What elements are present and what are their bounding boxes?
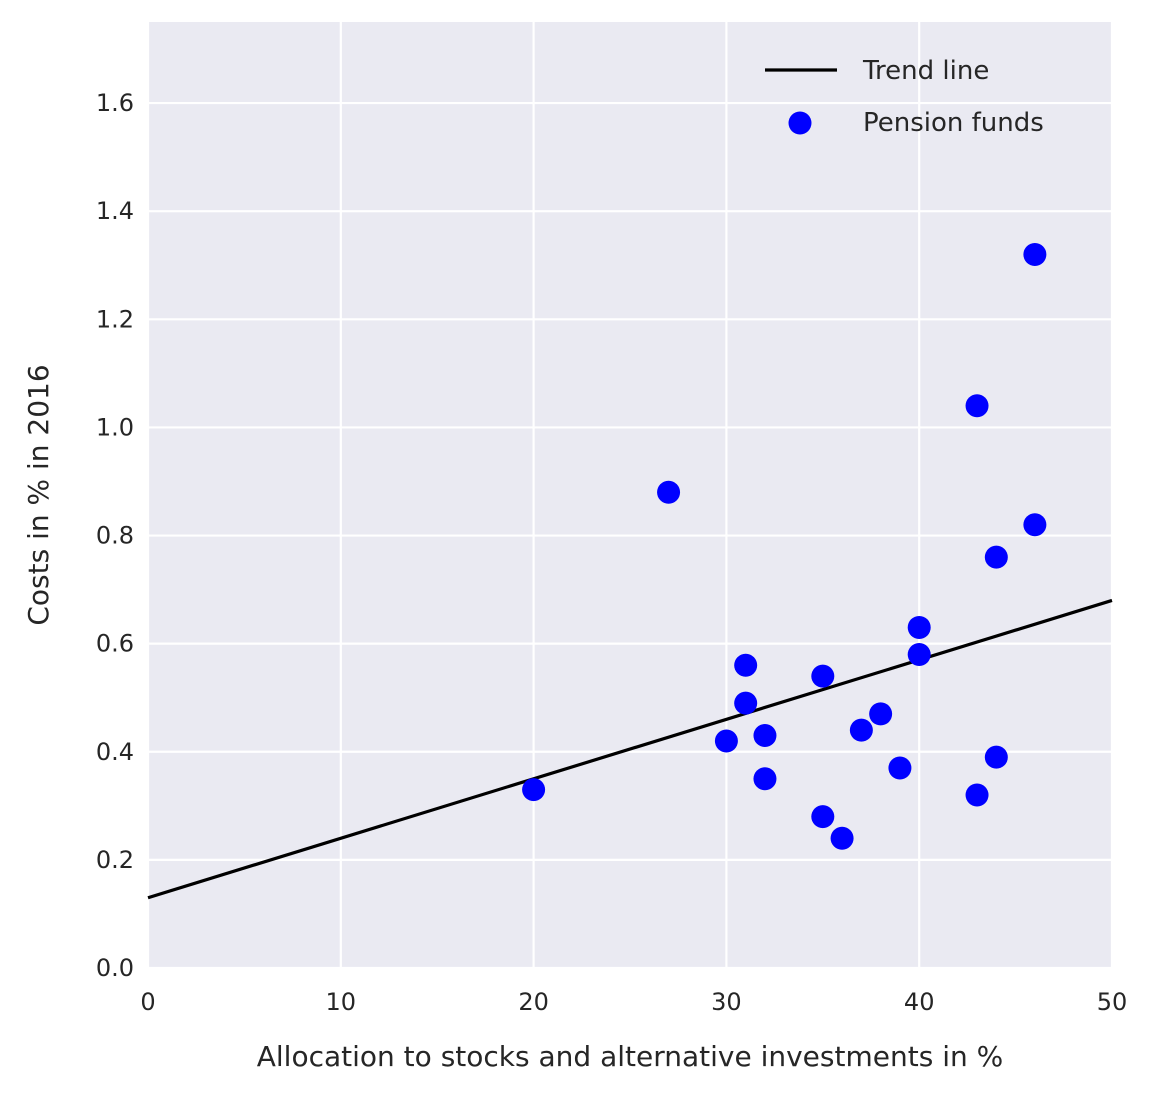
plot-area — [148, 22, 1112, 968]
data-point — [849, 718, 873, 742]
data-point — [753, 767, 777, 791]
x-tick-label: 50 — [1097, 988, 1128, 1016]
y-axis-label: Costs in % in 2016 — [22, 364, 55, 625]
data-point — [965, 783, 989, 807]
data-point — [811, 805, 835, 829]
x-tick-label: 10 — [326, 988, 357, 1016]
data-point — [657, 480, 681, 504]
y-tick-label: 1.4 — [96, 197, 134, 225]
data-point — [811, 664, 835, 688]
x-tick-label: 30 — [711, 988, 742, 1016]
legend-pension-funds-swatch — [788, 111, 812, 135]
x-tick-label: 20 — [518, 988, 549, 1016]
data-point — [869, 702, 893, 726]
y-axis-ticks: 0.0 0.2 0.4 0.6 0.8 1.0 1.2 1.4 1.6 — [96, 89, 134, 982]
data-point — [522, 778, 546, 802]
y-tick-label: 0.8 — [96, 522, 134, 550]
y-tick-label: 1.2 — [96, 305, 134, 333]
data-point — [734, 653, 758, 677]
data-point — [753, 724, 777, 748]
grid-lines — [146, 22, 1114, 970]
data-point — [965, 394, 989, 418]
data-point — [830, 826, 854, 850]
data-point — [907, 642, 931, 666]
y-tick-label: 0.6 — [96, 630, 134, 658]
data-point — [907, 615, 931, 639]
data-point — [714, 729, 738, 753]
y-tick-label: 0.0 — [96, 954, 134, 982]
legend: Trend line Pension funds — [765, 56, 1044, 138]
y-tick-label: 0.4 — [96, 738, 134, 766]
data-points — [522, 242, 1047, 850]
x-tick-label: 0 — [140, 988, 155, 1016]
data-point — [1023, 513, 1047, 537]
data-point — [734, 691, 758, 715]
y-tick-label: 1.0 — [96, 413, 134, 441]
legend-pension-funds-label: Pension funds — [863, 108, 1044, 138]
x-tick-label: 40 — [904, 988, 935, 1016]
y-tick-label: 1.6 — [96, 89, 134, 117]
data-point — [888, 756, 912, 780]
legend-trend-line-label: Trend line — [862, 56, 989, 86]
x-axis-ticks: 0 10 20 30 40 50 — [140, 988, 1127, 1016]
data-point — [984, 545, 1008, 569]
data-point — [984, 745, 1008, 769]
x-axis-label: Allocation to stocks and alternative inv… — [257, 1040, 1003, 1073]
trend-line — [147, 598, 1113, 900]
data-point — [1023, 242, 1047, 266]
y-tick-label: 0.2 — [96, 846, 134, 874]
